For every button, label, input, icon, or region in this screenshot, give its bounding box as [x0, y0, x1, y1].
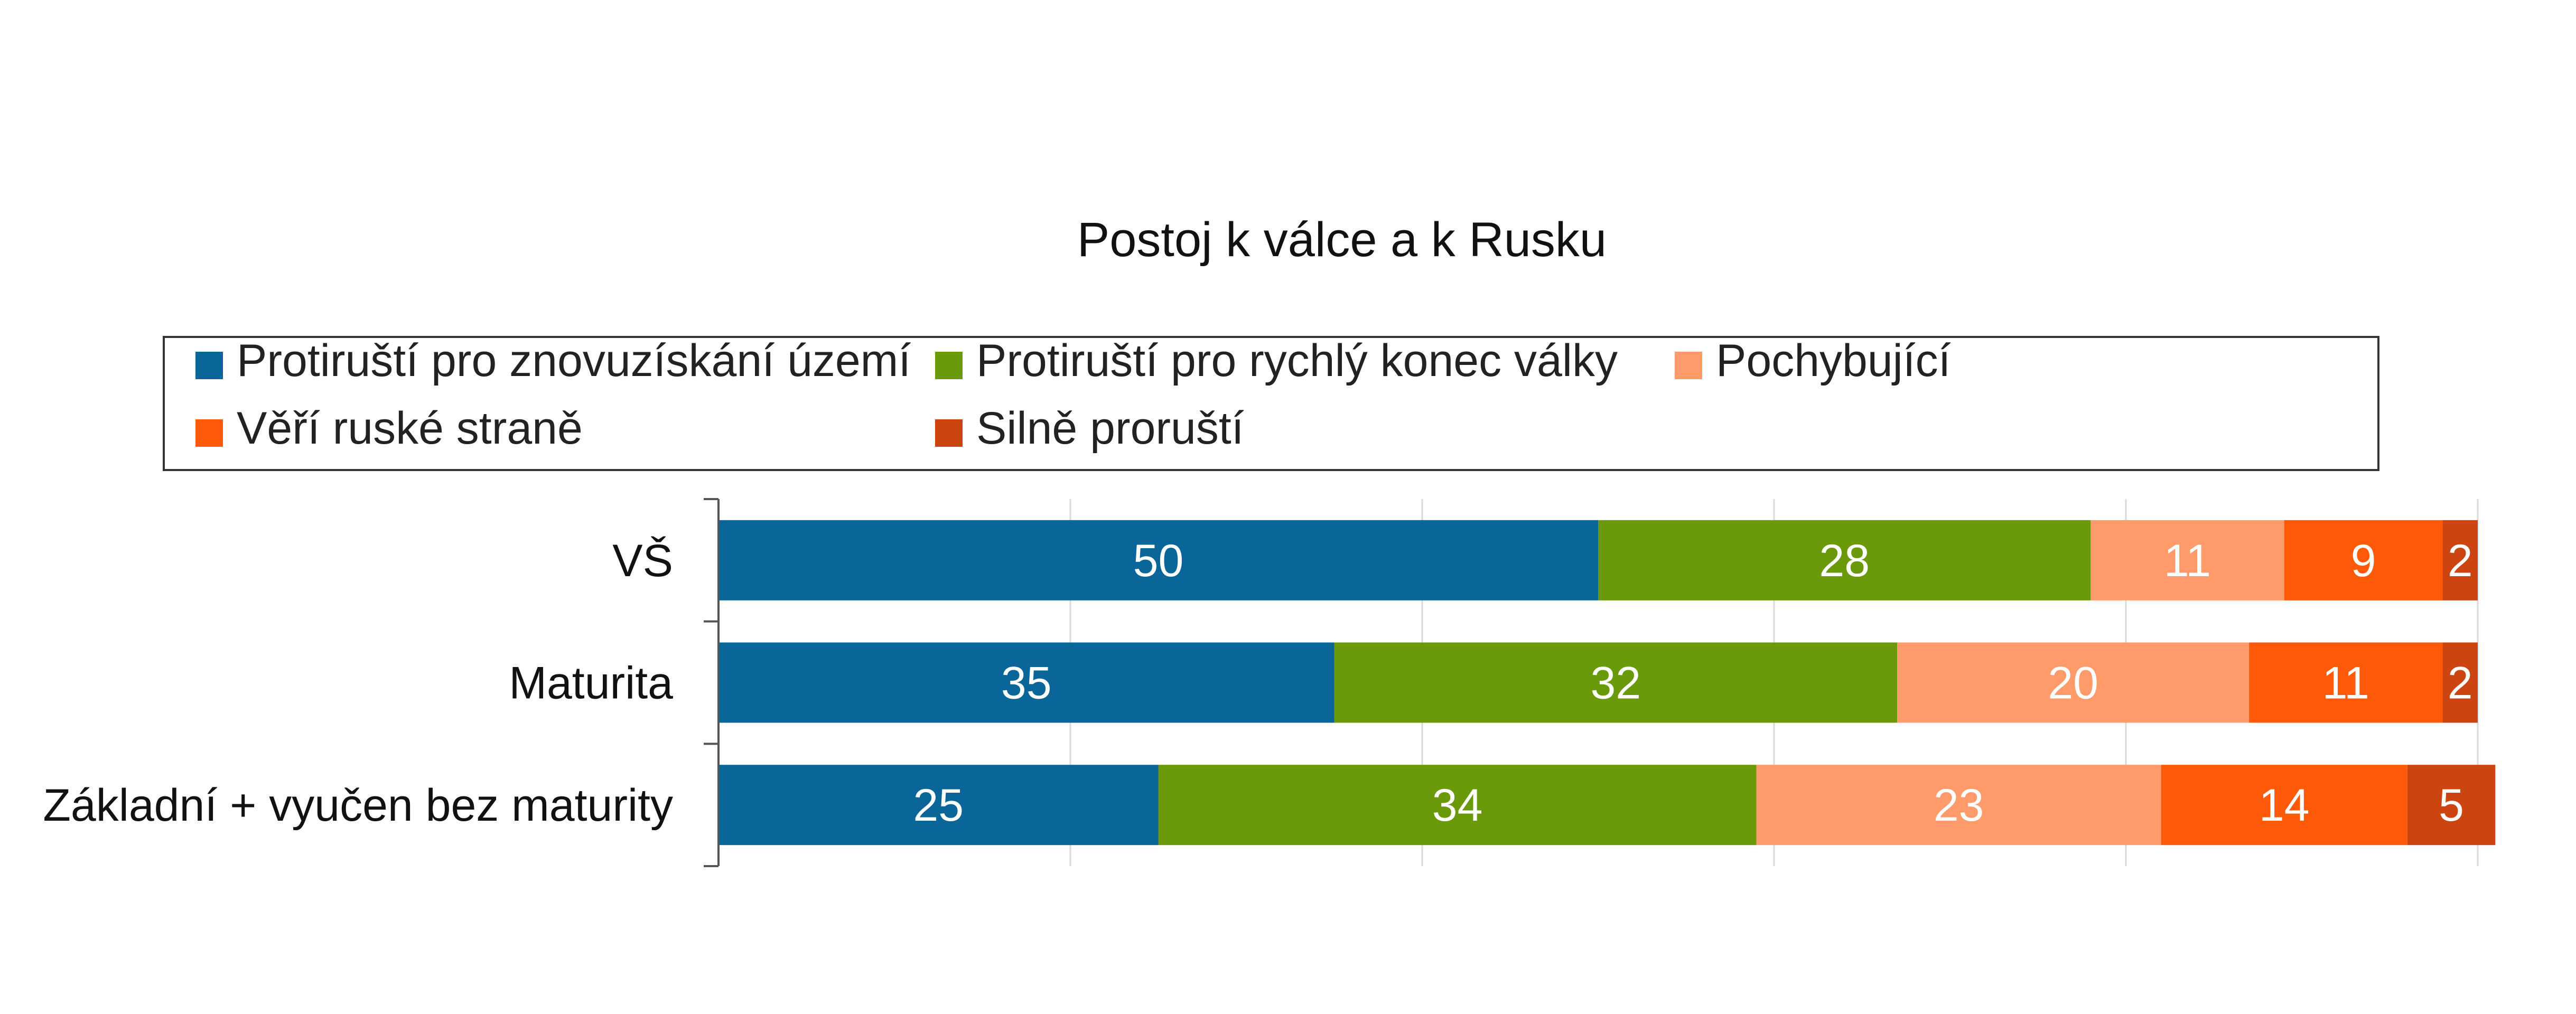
data-label: 11	[2164, 536, 2211, 586]
data-label: 34	[1432, 780, 1483, 831]
legend-swatch	[935, 352, 963, 379]
category-label: Základní + vyučen bez maturity	[43, 780, 673, 831]
legend-entry: Pochybující	[1716, 335, 1951, 386]
bar-segment	[718, 765, 1159, 846]
bar-segment	[1598, 520, 2091, 600]
data-label: 32	[1590, 658, 1641, 709]
data-label: 50	[1133, 536, 1184, 586]
legend-swatch	[935, 419, 963, 447]
data-label: 23	[1934, 780, 1984, 831]
bar-segment	[2161, 765, 2407, 846]
legend-swatch	[195, 352, 223, 379]
legend: Protiruští pro znovuzískání území Protiru…	[163, 335, 2379, 471]
bar-segment	[2407, 765, 2496, 846]
legend-entry: Věří ruské straně	[237, 403, 583, 454]
bars: 50 28 11 9 2 35 32 20 11 2 25 34 23 14 5	[718, 520, 2496, 846]
data-label: 11	[2322, 658, 2369, 709]
category-axis: VŠ Maturita Základní + vyučen bez maturity	[43, 498, 720, 867]
data-label: 35	[1001, 658, 1052, 709]
bar-segment	[2442, 642, 2478, 723]
legend-entry: Silně proruští	[976, 403, 1244, 454]
legend-entry: Protiruští pro rychlý konec války	[976, 335, 1618, 386]
data-label: 2	[2448, 658, 2473, 709]
bar-segment	[2284, 520, 2443, 600]
bar-segment	[2442, 520, 2478, 600]
bar-segment	[718, 520, 1598, 600]
data-label: 28	[1819, 536, 1870, 586]
bar-segment	[1334, 642, 1898, 723]
legend-swatch	[1675, 352, 1702, 379]
bar-segment	[718, 642, 1334, 723]
bar-segment	[1158, 765, 1757, 846]
data-label: 25	[913, 780, 964, 831]
bar-segment	[2249, 642, 2443, 723]
data-label: 20	[2048, 658, 2098, 709]
data-label: 9	[2351, 536, 2376, 586]
data-label: 14	[2259, 780, 2310, 831]
category-label: VŠ	[612, 536, 673, 586]
chart-title: Postoj k válce a k Rusku	[1077, 213, 1607, 267]
bar-segment	[1897, 642, 2250, 723]
data-label: 2	[2448, 536, 2473, 586]
legend-swatch	[195, 419, 223, 447]
legend-box	[163, 336, 2379, 471]
bar-segment	[2090, 520, 2284, 600]
data-label: 5	[2439, 780, 2464, 831]
legend-entry: Protiruští pro znovuzískání území	[237, 335, 911, 386]
category-label: Maturita	[509, 658, 673, 709]
bar-segment	[1756, 765, 2161, 846]
